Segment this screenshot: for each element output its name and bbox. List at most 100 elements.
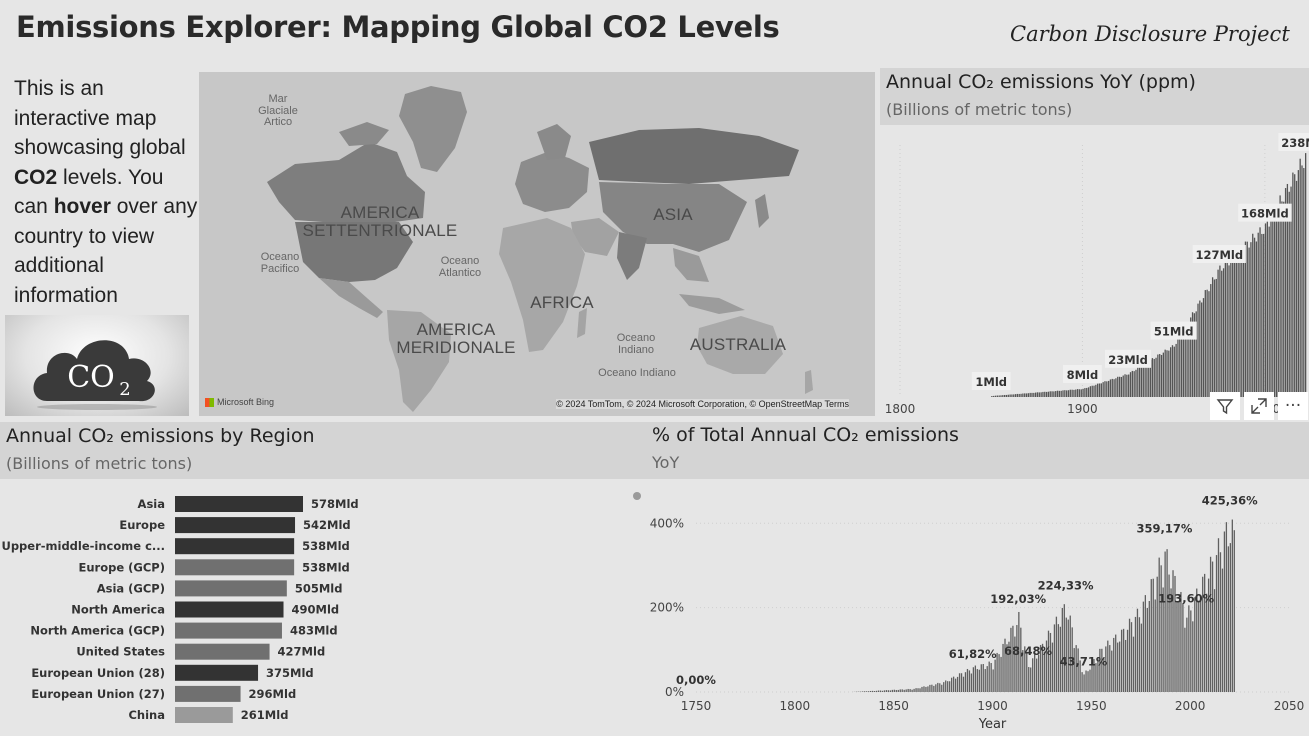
filter-button[interactable] [1210,392,1240,420]
map-country[interactable] [387,310,451,412]
data-bar [1227,546,1230,692]
data-bar [1010,627,1012,692]
map-country[interactable] [295,222,413,282]
data-bar [1117,376,1119,397]
map-country[interactable] [267,142,425,222]
map-country[interactable] [697,316,783,374]
map-country[interactable] [499,218,585,352]
map-label-asia: ASIA [653,205,693,224]
data-bar [1200,600,1202,692]
data-bar [1137,367,1139,397]
map-country[interactable] [571,218,619,256]
map-country[interactable] [617,232,647,280]
region-chart[interactable]: Asia 578Mld Europe 542Mld Upper-middle-incom… [0,484,646,736]
data-bar [1051,391,1053,397]
data-bar [1102,382,1104,397]
data-bar [1140,366,1143,397]
intro-text-1: This is an interactive map showcasing gl… [14,77,186,159]
map-country[interactable] [589,128,799,184]
data-bar [1202,576,1204,692]
data-bar [1120,376,1123,397]
microsoft-logo-icon [205,397,214,407]
map-country[interactable] [515,152,589,212]
data-bar [1039,645,1042,692]
pct-chart[interactable]: 0% 200% 400% 1750 1800 1850 1900 1950 2000 2050 Ye… [646,484,1309,736]
data-bar [1014,394,1017,397]
map-country[interactable] [679,294,745,314]
data-bar [1086,387,1088,397]
data-bar [1184,627,1186,692]
map-label-north-america: AMERICA SETTENTRIONALE [302,203,458,240]
data-bar [1239,246,1241,397]
data-label-bg [1192,244,1246,263]
region-bar [175,643,270,660]
data-bar [1029,392,1031,397]
map-country[interactable] [339,122,389,146]
data-bar [1016,625,1018,692]
data-bar [1219,552,1222,692]
value-label: 296Mld [249,687,297,701]
data-bar [1020,393,1022,397]
region-panel-subtitle: (Billions of metric tons) [6,454,193,473]
data-bar [1113,637,1115,692]
data-bar [972,667,975,692]
data-bar [1075,389,1077,397]
data-bar [1159,354,1161,397]
more-options-button[interactable]: ··· [1278,392,1308,420]
map-country[interactable] [755,194,769,228]
data-bar [1209,556,1212,692]
data-bar [1175,343,1177,397]
data-bar [1049,632,1052,692]
intro-bold-co2: CO2 [14,165,58,189]
yoy-chart[interactable]: 1800190020001Mld8Mld23Mld51Mld127Mld168M… [880,125,1309,420]
data-bar [960,673,963,692]
data-bar [1115,378,1117,397]
category-label: North America [71,603,165,617]
map-country[interactable] [319,278,383,318]
map-country[interactable] [599,182,747,252]
data-bar [1177,337,1179,397]
data-bar [871,690,874,692]
data-label: 23Mld [1105,349,1152,368]
focus-mode-button[interactable] [1244,392,1274,420]
data-bar [968,670,971,692]
data-bar [1275,215,1278,397]
data-bar [865,691,868,692]
map-country[interactable] [805,370,813,394]
data-bar [911,689,913,692]
data-label: 0,00% [676,673,716,687]
data-label-text: 51Mld [1154,325,1194,339]
map-country[interactable] [673,248,709,282]
data-bar [1000,395,1002,397]
data-bar [1295,180,1298,397]
map-label-south-america: AMERICA MERIDIONALE [396,320,516,357]
intro-bold-hover: hover [53,195,111,218]
funnel-icon [1216,399,1234,415]
map-country[interactable] [537,124,571,160]
map-country[interactable] [577,308,587,338]
data-bar [1104,381,1106,397]
data-bar [909,689,911,692]
data-bar [1129,372,1132,397]
data-bar [1202,298,1205,397]
data-bar [891,689,893,692]
x-tick-label: 1900 [1067,402,1098,416]
data-bar [1059,626,1062,692]
region-panel-header [0,422,646,479]
data-bar [1025,393,1028,397]
data-bar [1132,636,1135,692]
world-map-shapes [267,86,813,412]
data-bar [1208,291,1210,397]
data-bar [1266,220,1268,397]
data-bar [1201,302,1203,397]
category-label: Asia [138,497,165,511]
data-bar [889,690,892,692]
world-map[interactable]: Mar Glaciale Artico AMERICA SETTENTRIONA… [199,72,875,416]
map-attribution[interactable]: © 2024 TomTom, © 2024 Microsoft Corporat… [556,399,849,409]
region-chart-svg: Asia 578Mld Europe 542Mld Upper-middle-incom… [1,492,641,723]
data-bar [996,395,998,397]
data-bar [1105,646,1107,692]
map-country[interactable] [399,86,467,172]
y-tick-label: 200% [650,601,684,615]
data-bar [1223,531,1226,692]
